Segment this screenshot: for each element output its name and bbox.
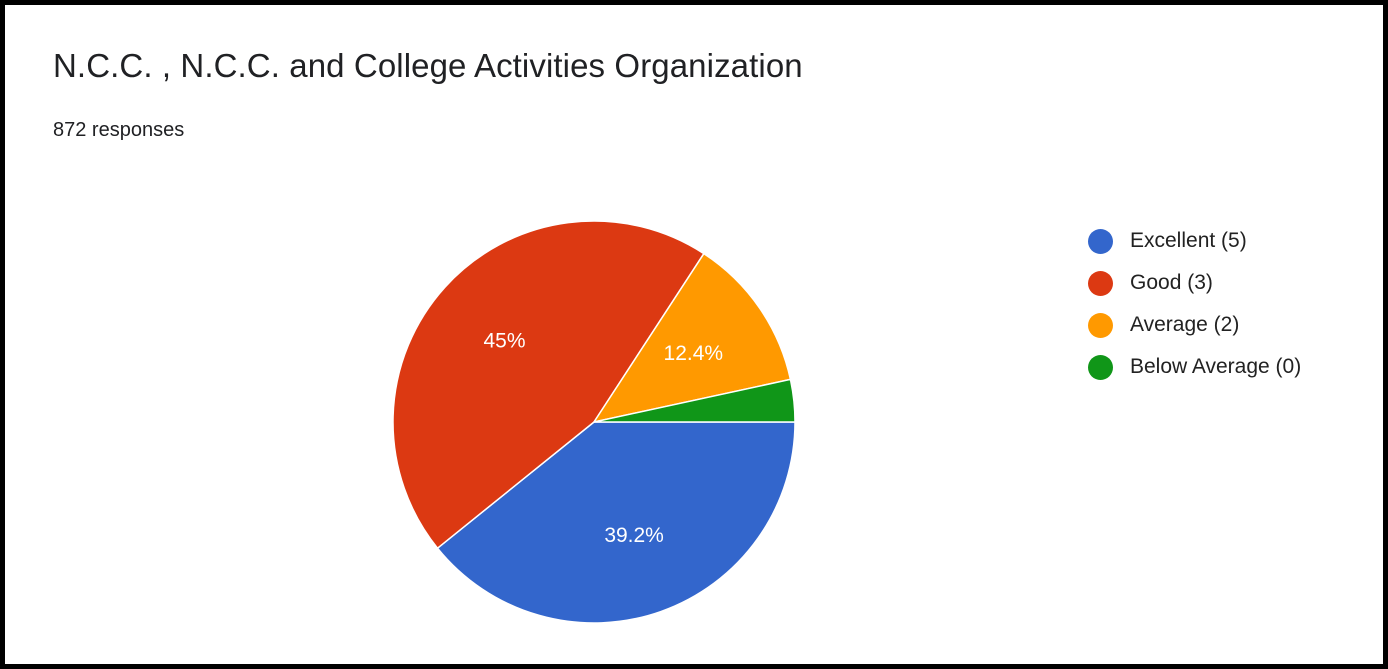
legend-item[interactable]: Excellent (5) (1088, 220, 1301, 262)
legend-swatch-icon (1088, 228, 1113, 254)
legend-swatch-icon (1088, 312, 1113, 338)
legend-swatch-icon (1088, 354, 1113, 380)
pie-data-label: 12.4% (664, 342, 724, 365)
pie-labels: 39.2% 45% 12.4% (483, 330, 723, 548)
legend-label: Excellent (5) (1130, 229, 1247, 252)
pie-data-label: 45% (483, 330, 525, 353)
pie-slice-good-3[interactable] (392, 220, 705, 549)
chart-legend: Excellent (5) Good (3) Average (2) Below Av… (1088, 220, 1301, 388)
legend-label: Good (3) (1130, 271, 1213, 294)
legend-item[interactable]: Good (3) (1088, 262, 1301, 304)
response-count: 872 responses (53, 119, 185, 141)
legend-label: Below Average (0) (1130, 355, 1302, 378)
chart-title: N.C.C. , N.C.C. and College Activities O… (53, 47, 803, 84)
pie-data-label: 39.2% (604, 524, 664, 547)
legend-item[interactable]: Average (2) (1088, 304, 1301, 346)
legend-label: Average (2) (1130, 313, 1240, 336)
pie-slice-average-2[interactable] (593, 252, 792, 423)
legend-swatch-icon (1088, 270, 1113, 296)
pie-slice-below-average-0[interactable] (593, 378, 796, 423)
legend-item[interactable]: Below Average (0) (1088, 346, 1301, 388)
pie-slices (392, 220, 796, 624)
pie-slice-excellent-5[interactable] (436, 421, 796, 624)
